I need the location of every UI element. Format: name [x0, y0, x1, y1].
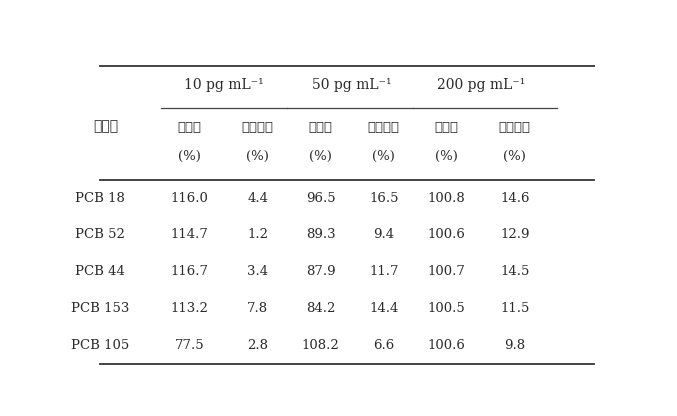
Text: PCB 153: PCB 153 [71, 302, 129, 315]
Text: 87.9: 87.9 [306, 265, 336, 278]
Text: 96.5: 96.5 [306, 191, 336, 205]
Text: 4.4: 4.4 [247, 191, 268, 205]
Text: 回收率: 回收率 [435, 121, 458, 134]
Text: 14.5: 14.5 [500, 265, 529, 278]
Text: 11.5: 11.5 [500, 302, 529, 315]
Text: 100.6: 100.6 [428, 339, 466, 352]
Text: 变异系数: 变异系数 [242, 121, 274, 134]
Text: 108.2: 108.2 [302, 339, 340, 352]
Text: (%): (%) [178, 150, 201, 163]
Text: 6.6: 6.6 [373, 339, 394, 352]
Text: 200 pg mL⁻¹: 200 pg mL⁻¹ [437, 78, 525, 92]
Text: (%): (%) [309, 150, 332, 163]
Text: 变异系数: 变异系数 [499, 121, 531, 134]
Text: 7.8: 7.8 [247, 302, 268, 315]
Text: 100.5: 100.5 [428, 302, 466, 315]
Text: PCB 52: PCB 52 [75, 228, 125, 241]
Text: 16.5: 16.5 [369, 191, 399, 205]
Text: 100.6: 100.6 [428, 228, 466, 241]
Text: 100.8: 100.8 [428, 191, 466, 205]
Text: 14.4: 14.4 [369, 302, 398, 315]
Text: 1.2: 1.2 [247, 228, 268, 241]
Text: 2.8: 2.8 [247, 339, 268, 352]
Text: 分析物: 分析物 [93, 119, 118, 133]
Text: (%): (%) [504, 150, 526, 163]
Text: 9.8: 9.8 [504, 339, 525, 352]
Text: 116.7: 116.7 [171, 265, 209, 278]
Text: 14.6: 14.6 [500, 191, 529, 205]
Text: 回收率: 回收率 [309, 121, 332, 134]
Text: (%): (%) [435, 150, 458, 163]
Text: 变异系数: 变异系数 [368, 121, 399, 134]
Text: 116.0: 116.0 [171, 191, 209, 205]
Text: 114.7: 114.7 [171, 228, 209, 241]
Text: PCB 105: PCB 105 [71, 339, 129, 352]
Text: 3.4: 3.4 [247, 265, 268, 278]
Text: 113.2: 113.2 [171, 302, 209, 315]
Text: 89.3: 89.3 [306, 228, 336, 241]
Text: (%): (%) [372, 150, 395, 163]
Text: 100.7: 100.7 [428, 265, 466, 278]
Text: 11.7: 11.7 [369, 265, 399, 278]
Text: 84.2: 84.2 [306, 302, 335, 315]
Text: PCB 44: PCB 44 [75, 265, 125, 278]
Text: 50 pg mL⁻¹: 50 pg mL⁻¹ [313, 78, 392, 92]
Text: 9.4: 9.4 [373, 228, 394, 241]
Text: 77.5: 77.5 [175, 339, 204, 352]
Text: 回收率: 回收率 [177, 121, 202, 134]
Text: 10 pg mL⁻¹: 10 pg mL⁻¹ [184, 78, 263, 92]
Text: PCB 18: PCB 18 [75, 191, 125, 205]
Text: (%): (%) [246, 150, 269, 163]
Text: 12.9: 12.9 [500, 228, 529, 241]
